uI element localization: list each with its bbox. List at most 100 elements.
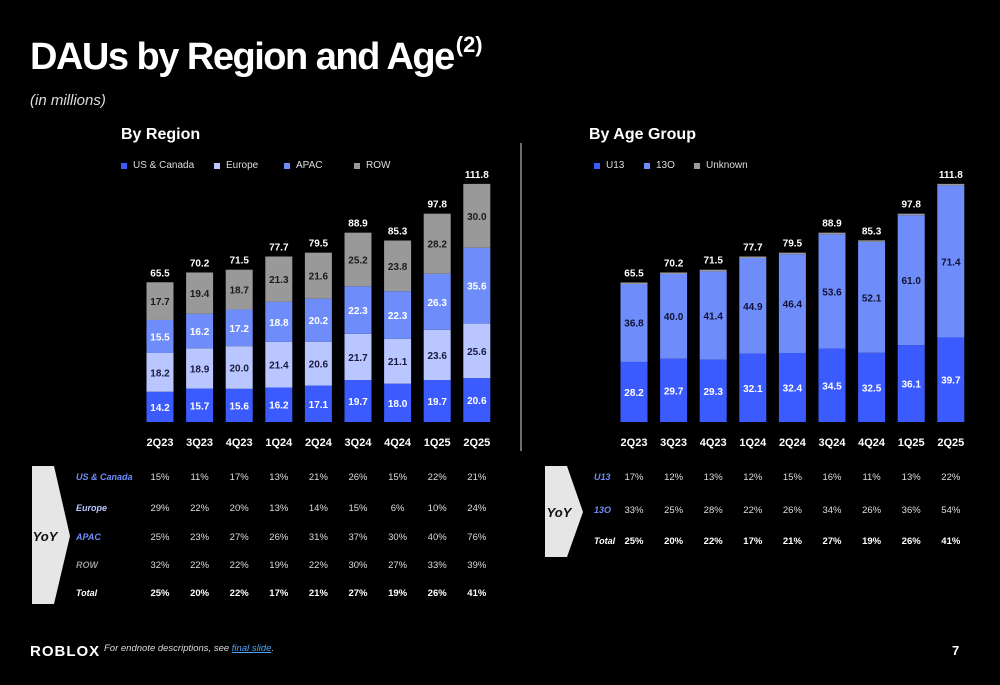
region-total-label-2q25: 111.8	[465, 170, 489, 181]
age-data-label-u13-4q23: 29.3	[703, 387, 723, 398]
region-legend-label-row: ROW	[366, 160, 391, 171]
region-yoy-cell-europe-5: 15%	[348, 503, 368, 514]
region-yoy-cell-europe-2: 20%	[229, 503, 249, 514]
region-bar-row-4q24	[384, 240, 412, 292]
region-bar-us-and-canada-3q23	[186, 388, 214, 422]
region-yoy-cell-row-2: 22%	[229, 560, 249, 571]
age-yoy-cell-u13-8: 22%	[941, 472, 961, 483]
region-category-label-4q23: 4Q23	[226, 437, 253, 449]
region-yoy-cell-us-and-canada-6: 15%	[388, 472, 408, 483]
region-yoy-cell-apac-7: 40%	[427, 532, 447, 543]
age-data-label-13o-1q25: 61.0	[901, 276, 921, 287]
region-data-label-us-and-canada-2q25: 20.6	[467, 396, 487, 407]
region-yoy-arrow: YoY	[32, 466, 70, 604]
region-yoy-cell-us-and-canada-8: 21%	[467, 472, 487, 483]
age-chart: 28.2 36.8 65.5 2Q23 29.7 40.0 70.2 3Q23 29.3 41.4…	[620, 170, 965, 449]
region-yoy-cell-apac-5: 37%	[348, 532, 368, 543]
region-yoy-cell-apac-8: 76%	[467, 532, 487, 543]
region-yoy-cell-europe-8: 24%	[467, 503, 487, 514]
region-legend-swatch-row	[354, 162, 360, 169]
age-yoy-label: YoY	[547, 505, 573, 520]
region-total-label-2q24: 79.5	[309, 239, 329, 250]
region-yoy-cell-total-0: 25%	[150, 588, 170, 599]
region-yoy-cell-total-3: 17%	[269, 588, 289, 599]
region-bar-row-1q24	[265, 256, 293, 302]
region-data-label-row-3q23: 19.4	[190, 289, 210, 300]
age-bar-unknown-2q24	[778, 252, 806, 255]
final-slide-link[interactable]: final slide	[231, 643, 272, 654]
region-yoy-cell-europe-7: 10%	[427, 503, 447, 514]
region-bar-apac-1q25	[423, 273, 451, 330]
region-data-label-us-and-canada-3q24: 19.7	[348, 397, 368, 408]
roblox-logo: ROBLOX	[30, 643, 101, 660]
region-yoy-cell-total-6: 19%	[388, 588, 408, 599]
age-data-label-13o-4q23: 41.4	[703, 312, 723, 323]
age-yoy-cell-total-1: 20%	[664, 536, 684, 547]
region-yoy-cell-total-1: 20%	[190, 588, 210, 599]
age-legend-item-unknown: Unknown	[694, 160, 764, 171]
age-yoy-cell-total-6: 19%	[862, 536, 882, 547]
panel-divider	[520, 143, 522, 451]
region-yoy-cell-us-and-canada-7: 22%	[427, 472, 447, 483]
region-data-label-apac-3q24: 22.3	[348, 306, 368, 317]
age-bar-u13-4q23	[699, 359, 727, 422]
region-total-label-3q24: 88.9	[348, 219, 368, 230]
age-legend-swatch-u13	[594, 162, 600, 169]
age-yoy-cell-u13-7: 13%	[901, 472, 921, 483]
region-yoy-cell-row-6: 27%	[388, 560, 408, 571]
region-yoy-cell-row-7: 33%	[427, 560, 447, 571]
region-yoy-cell-total-4: 21%	[308, 588, 328, 599]
region-data-label-us-and-canada-1q24: 16.2	[269, 401, 289, 412]
age-yoy-cell-13o-2: 28%	[703, 505, 723, 516]
age-bar-unknown-3q24	[818, 232, 846, 235]
page-number: 7	[952, 643, 960, 658]
age-legend-label-unknown: Unknown	[706, 160, 748, 171]
region-category-label-1q25: 1Q25	[424, 437, 451, 449]
region-total-label-4q23: 71.5	[229, 256, 249, 267]
region-yoy-row-label-us-and-canada: US & Canada	[76, 472, 133, 482]
age-category-label-2q23: 2Q23	[621, 437, 648, 449]
age-total-label-3q24: 88.9	[822, 219, 842, 230]
age-yoy-cell-total-4: 21%	[782, 536, 802, 547]
region-bar-row-2q25	[463, 183, 491, 248]
age-bar-13o-2q24	[778, 254, 806, 353]
age-yoy-cell-total-3: 17%	[743, 536, 763, 547]
region-data-label-europe-3q23: 18.9	[190, 364, 210, 375]
age-bar-13o-3q24	[818, 234, 846, 349]
age-bar-unknown-1q25	[897, 213, 925, 216]
region-yoy-cell-europe-6: 6%	[390, 503, 405, 514]
region-data-label-apac-2q25: 35.6	[467, 282, 487, 293]
age-yoy-row-label-u13: U13	[594, 472, 611, 482]
age-yoy-cell-13o-6: 26%	[862, 505, 882, 516]
age-category-label-2q25: 2Q25	[937, 437, 964, 449]
region-data-label-row-3q24: 25.2	[348, 255, 368, 266]
region-yoy-cell-total-8: 41%	[467, 588, 487, 599]
age-bar-unknown-2q23	[620, 282, 648, 284]
region-legend-item-row: ROW	[354, 160, 414, 171]
region-yoy-cell-row-0: 32%	[150, 560, 170, 571]
age-total-label-4q23: 71.5	[703, 256, 723, 267]
region-yoy-row-label-total: Total	[76, 588, 98, 598]
region-data-label-apac-2q24: 20.2	[309, 316, 329, 327]
age-bar-u13-2q25	[937, 337, 965, 422]
age-bar-unknown-4q24	[858, 240, 886, 242]
region-legend-swatch-us-and-canada	[121, 162, 127, 169]
region-total-label-1q25: 97.8	[427, 200, 447, 211]
region-bar-europe-2q24	[304, 341, 332, 386]
age-yoy-row-label-13o: 13O	[594, 505, 612, 515]
region-legend-item-europe: Europe	[214, 160, 284, 171]
region-bar-row-3q23	[186, 272, 214, 314]
age-total-label-3q23: 70.2	[664, 258, 684, 269]
region-total-label-3q23: 70.2	[190, 258, 210, 269]
region-bar-us-and-canada-1q24	[265, 387, 293, 422]
region-yoy-row-label-europe: Europe	[76, 503, 108, 513]
region-bar-row-2q24	[304, 252, 332, 299]
region-bar-us-and-canada-1q25	[423, 380, 451, 422]
region-yoy-label: YoY	[33, 529, 59, 544]
age-yoy-cell-total-0: 25%	[624, 536, 644, 547]
region-yoy-cell-us-and-canada-1: 11%	[190, 472, 209, 483]
region-bar-us-and-canada-2q25	[463, 378, 491, 422]
region-yoy-cell-europe-3: 13%	[269, 503, 289, 514]
age-total-label-4q24: 85.3	[862, 226, 882, 237]
region-data-label-apac-4q24: 22.3	[388, 311, 408, 322]
